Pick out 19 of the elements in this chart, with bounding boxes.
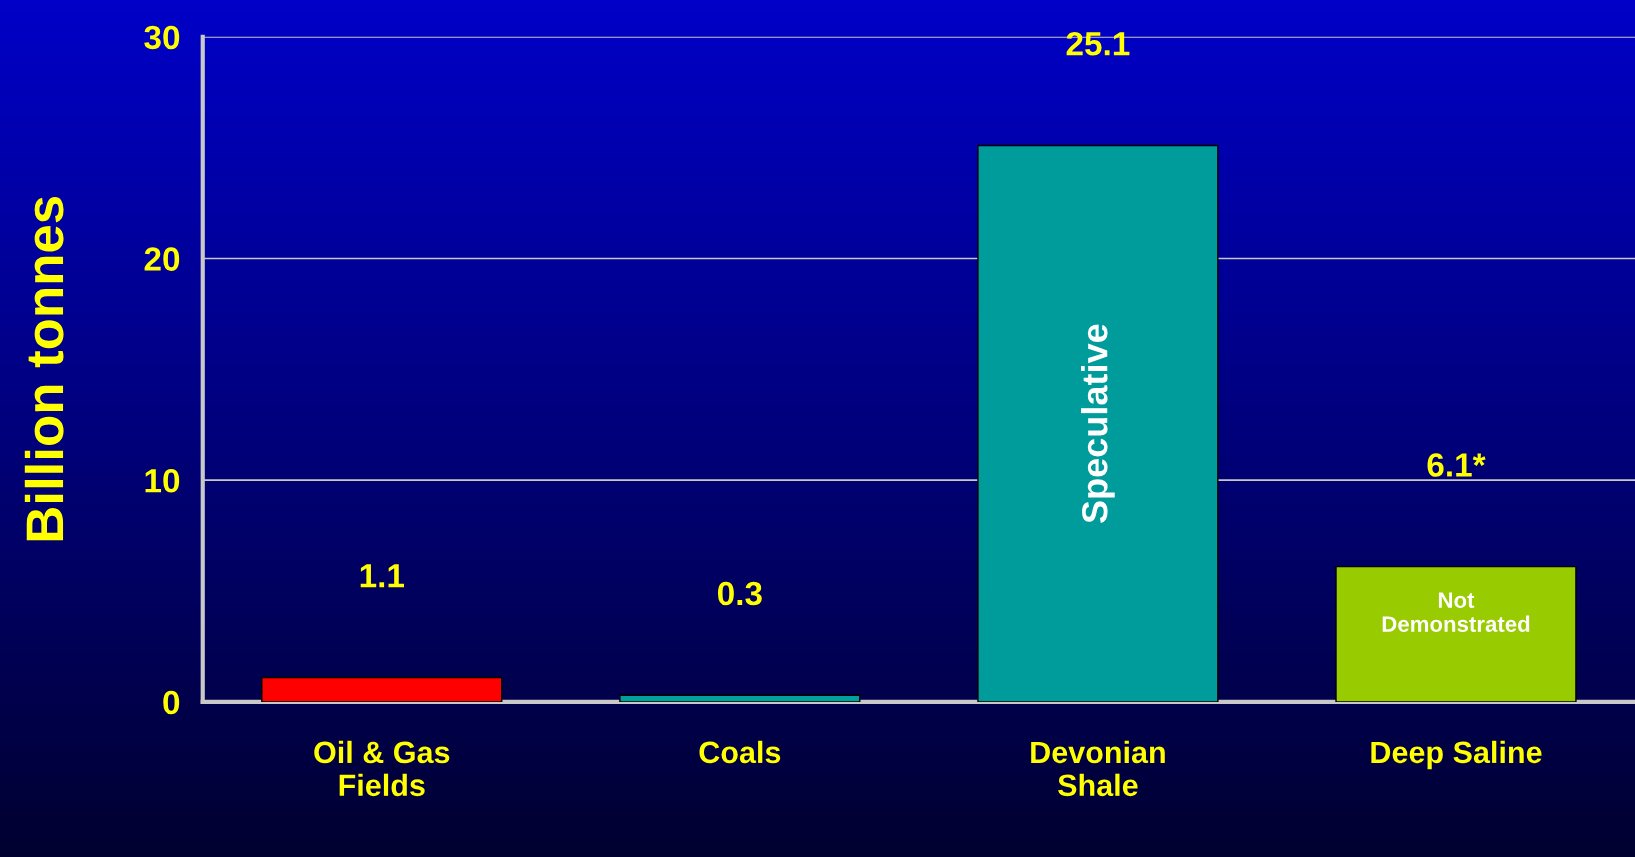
data-label: 1.1	[360, 564, 405, 588]
y-axis-title: Billion tonnes	[24, 197, 64, 541]
x-tick-label: Devonian Shale	[1031, 740, 1165, 797]
bar	[619, 694, 861, 702]
x-tick-label: Deep Saline	[1371, 740, 1542, 770]
y-tick-label: 30	[144, 25, 180, 50]
y-tick-label: 10	[145, 469, 180, 493]
y-tick-label: 0	[163, 690, 180, 715]
data-label: 6.1*	[1427, 453, 1486, 477]
data-label: 25.1	[1066, 31, 1130, 56]
data-label: 0.3	[717, 581, 762, 606]
x-tick-label: Oil & Gas Fields	[314, 740, 450, 797]
annotation: Speculative	[1081, 324, 1115, 523]
y-tick-label: 20	[144, 247, 180, 271]
bar	[977, 144, 1219, 702]
x-tick-label: Coals	[699, 740, 781, 764]
bar	[261, 676, 503, 702]
bar	[1335, 565, 1577, 702]
annotation: Not Demonstrated	[1382, 592, 1530, 632]
